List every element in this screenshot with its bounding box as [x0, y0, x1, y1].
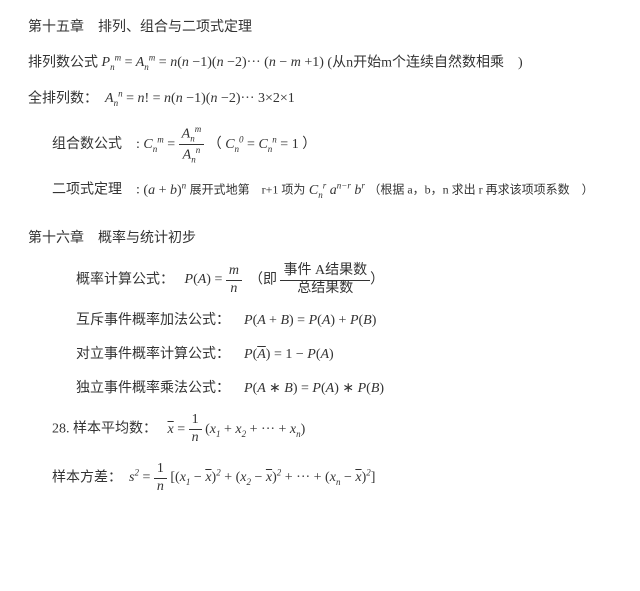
complementary-event: 对立事件概率计算公式： P(A) = 1 − P(A)	[28, 345, 612, 365]
fullperm-expr: Ann = n! = n(n −1)(n −2)··· 3×2×1	[102, 91, 295, 106]
sample-mean: 28. 样本平均数： x = 1n (x1 + x2 + ··· + xn)	[28, 412, 612, 447]
prob-frac-num: 事件 A结果数	[280, 263, 370, 281]
indep-expr: P(A ∗ B) = P(A) ∗ P(B)	[234, 381, 385, 396]
binom-lhs: (a + b)n	[143, 183, 186, 198]
comp-label: 对立事件概率计算公式：	[76, 347, 230, 362]
mutex-expr: P(A + B) = P(A) + P(B)	[234, 313, 377, 328]
binom-label: 二项式定理 :	[52, 183, 140, 198]
binom-rhs: Cnr an−r br	[309, 183, 365, 198]
chapter-16: 第十六章 概率与统计初步 概率计算公式： P(A) = mn （即 事件 A结果…	[28, 229, 612, 495]
chapter-15-title: 第十五章 排列、组合与二项式定理	[28, 18, 612, 38]
var-expr: s2 = 1n [(x1 − x)2 + (x2 − x)2 + ··· + (…	[126, 470, 376, 485]
independent-event: 独立事件概率乘法公式： P(A ∗ B) = P(A) ∗ P(B)	[28, 379, 612, 399]
binomial-theorem: 二项式定理 : (a + b)n 展开式地第 r+1 项为 Cnr an−r b…	[28, 179, 612, 201]
combination-formula: 组合数公式 : Cnm = Anm Ann （ Cn0 = Cnn = 1 ）	[28, 124, 612, 166]
perm-expr: Pnm = Anm = n(n −1)(n −2)··· (n − m +1)	[102, 55, 328, 70]
var-label: 样本方差：	[52, 470, 122, 485]
mean-expr: x = 1n (x1 + x2 + ··· + xn)	[161, 422, 306, 437]
sample-variance: 样本方差： s2 = 1n [(x1 − x)2 + (x2 − x)2 + ·…	[28, 461, 612, 496]
binom-note: （根据 a，b，n 求出 r 再求该项项系数 ）	[368, 183, 593, 197]
comb-label: 组合数公式 :	[52, 137, 140, 152]
full-permutation: 全排列数： Ann = n! = n(n −1)(n −2)··· 3×2×1	[28, 88, 612, 110]
prob-label: 概率计算公式：	[76, 272, 174, 287]
probability-formula: 概率计算公式： P(A) = mn （即 事件 A结果数 总结果数 ）	[28, 263, 612, 298]
prob-expr: P(A) = mn	[178, 272, 246, 287]
mean-label: 28. 样本平均数：	[52, 422, 157, 437]
mutually-exclusive: 互斥事件概率加法公式： P(A + B) = P(A) + P(B)	[28, 311, 612, 331]
perm-label: 排列数公式	[28, 55, 98, 70]
mutex-label: 互斥事件概率加法公式：	[76, 313, 230, 328]
comp-expr: P(A) = 1 − P(A)	[234, 347, 334, 362]
fullperm-label: 全排列数：	[28, 91, 98, 106]
indep-label: 独立事件概率乘法公式：	[76, 381, 230, 396]
chapter-15: 第十五章 排列、组合与二项式定理 排列数公式 Pnm = Anm = n(n −…	[28, 18, 612, 201]
binom-mid: 展开式地第 r+1 项为	[190, 183, 306, 197]
prob-frac-den: 总结果数	[280, 281, 370, 298]
prob-ji: （即	[249, 272, 277, 287]
perm-tail: (从n开始m个连续自然数相乘 )	[327, 55, 522, 70]
comb-expr: Cnm = Anm Ann （ Cn0 = Cnn = 1	[143, 137, 302, 152]
comb-tail: ）	[302, 137, 316, 152]
permutation-formula: 排列数公式 Pnm = Anm = n(n −1)(n −2)··· (n − …	[28, 52, 612, 74]
prob-close: ）	[370, 272, 384, 287]
chapter-16-title: 第十六章 概率与统计初步	[28, 229, 612, 249]
